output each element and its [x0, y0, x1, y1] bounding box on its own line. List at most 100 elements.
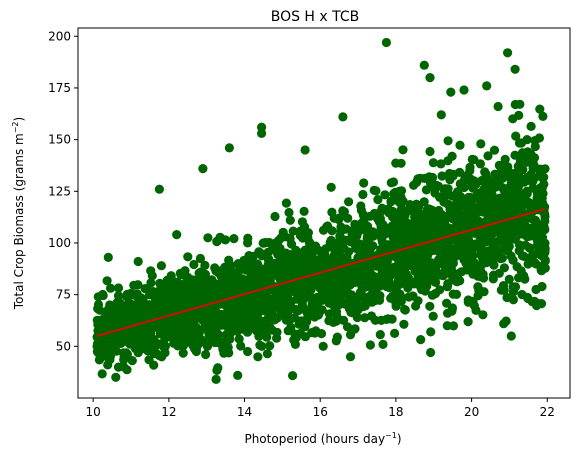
y-axis-title: Total Crop Biomass (grams m−2) — [11, 117, 26, 310]
data-point — [414, 221, 424, 231]
data-point — [147, 271, 157, 281]
data-point — [460, 252, 470, 262]
data-point — [453, 242, 463, 252]
data-point — [93, 304, 103, 314]
data-point — [420, 258, 430, 268]
data-point — [291, 304, 301, 315]
data-point — [436, 159, 446, 169]
data-point — [132, 289, 142, 299]
data-point — [267, 325, 277, 335]
data-point — [358, 189, 368, 200]
data-point — [447, 151, 457, 161]
data-point — [451, 198, 462, 209]
data-point — [234, 334, 244, 344]
data-point — [428, 311, 438, 321]
data-point — [482, 199, 492, 210]
x-tick-label: 12 — [161, 405, 176, 419]
data-point — [210, 263, 220, 273]
data-point — [493, 101, 503, 112]
data-point — [163, 283, 174, 294]
y-tick-label: 100 — [48, 236, 71, 250]
data-point — [223, 342, 233, 352]
data-point — [233, 370, 243, 380]
data-point — [469, 155, 479, 165]
data-point — [180, 266, 190, 276]
data-point — [425, 301, 435, 311]
data-point — [515, 99, 525, 109]
data-point — [514, 246, 524, 256]
data-point — [539, 238, 549, 248]
data-point — [400, 264, 410, 274]
data-point — [261, 298, 271, 308]
x-tick-label: 10 — [85, 405, 100, 419]
data-point — [344, 197, 354, 207]
data-point — [346, 290, 357, 300]
data-point — [274, 235, 284, 246]
data-point — [412, 177, 422, 187]
data-point — [309, 264, 319, 274]
data-point — [524, 243, 535, 253]
data-point — [96, 322, 106, 332]
data-point — [113, 362, 124, 372]
data-point — [427, 174, 437, 184]
data-point — [160, 341, 170, 351]
data-point — [300, 222, 310, 232]
data-point — [385, 224, 396, 234]
data-point — [391, 301, 401, 311]
data-point — [432, 245, 442, 255]
data-points — [92, 37, 550, 384]
data-point — [229, 234, 239, 244]
data-point — [292, 251, 302, 261]
y-axis-title-main: Total Crop Biomass (grams m — [12, 133, 26, 310]
data-point — [398, 145, 408, 155]
data-point — [363, 231, 373, 241]
data-point — [288, 226, 298, 236]
data-point — [426, 327, 436, 337]
data-point — [262, 332, 272, 342]
data-point — [355, 246, 365, 256]
data-point — [355, 275, 365, 286]
data-point — [224, 143, 234, 153]
x-tick-label: 18 — [388, 405, 403, 419]
data-point — [435, 192, 445, 202]
data-point — [193, 278, 203, 288]
data-point — [463, 317, 473, 327]
data-point — [444, 251, 454, 261]
data-point — [340, 272, 350, 282]
data-point — [257, 128, 267, 138]
data-point — [281, 315, 291, 325]
data-point — [103, 305, 113, 315]
data-point — [207, 335, 217, 345]
data-point — [93, 292, 103, 302]
data-point — [376, 244, 386, 254]
data-point — [259, 267, 269, 277]
data-point — [113, 291, 124, 301]
data-point — [532, 301, 542, 311]
chart-title: BOS H x TCB — [271, 9, 360, 25]
data-point — [483, 151, 493, 161]
data-point — [373, 282, 383, 292]
data-point — [255, 276, 265, 286]
data-point — [331, 336, 341, 346]
data-point — [496, 253, 506, 263]
data-point — [342, 322, 353, 332]
data-point — [321, 244, 331, 254]
y-axis-title-superscript: −2 — [11, 121, 20, 133]
data-point — [155, 329, 165, 339]
data-point — [453, 269, 463, 279]
data-point — [362, 264, 372, 274]
data-point — [346, 307, 356, 317]
y-axis-title-end: ) — [12, 117, 26, 122]
data-point — [308, 281, 318, 291]
data-point — [422, 281, 432, 291]
data-point — [301, 246, 311, 256]
data-point — [307, 328, 317, 338]
data-point — [257, 341, 267, 351]
data-point — [355, 239, 365, 249]
data-point — [270, 211, 280, 222]
data-point — [144, 355, 154, 365]
data-point — [395, 234, 405, 244]
x-tick-label: 20 — [464, 405, 479, 419]
data-point — [298, 233, 308, 243]
data-point — [425, 146, 435, 157]
